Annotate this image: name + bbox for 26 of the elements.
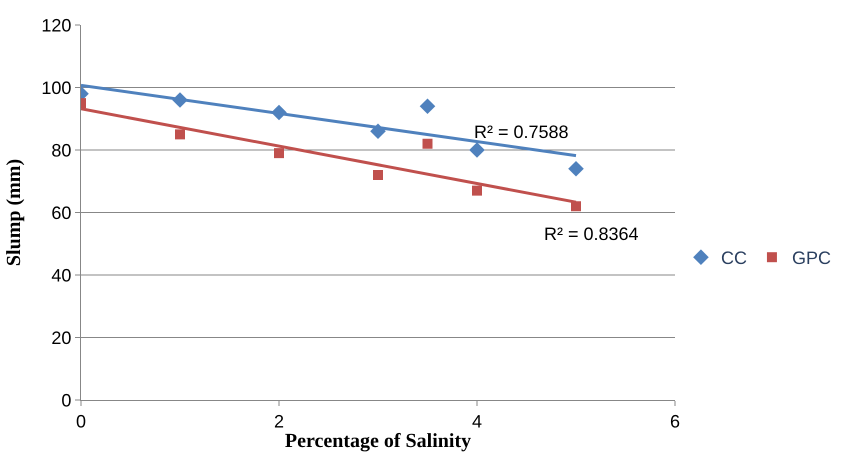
point <box>571 201 581 212</box>
y-tick-label: 120 <box>41 15 72 36</box>
legend-label: GPC <box>792 248 831 268</box>
point <box>469 142 485 158</box>
point <box>420 98 436 114</box>
point <box>422 138 432 149</box>
legend-label: CC <box>720 248 747 268</box>
y-tick-label: 20 <box>51 328 72 348</box>
point <box>472 186 482 196</box>
x-tick-label: 0 <box>76 412 86 432</box>
x-axis-title: Percentage of Salinity <box>284 430 472 452</box>
y-tick-label: 80 <box>51 140 72 160</box>
point <box>373 170 383 180</box>
point <box>568 160 584 177</box>
point <box>274 148 284 158</box>
point <box>175 129 185 140</box>
y-axis-title: Slump (mm) <box>2 158 25 266</box>
x-tick-label: 6 <box>670 412 680 432</box>
annotation: R² = 0.8364 <box>544 224 639 244</box>
annotation: R² = 0.7588 <box>474 122 569 142</box>
y-tick-label: 100 <box>41 78 72 98</box>
x-tick-label: 4 <box>472 412 482 432</box>
y-tick-label: 60 <box>51 202 72 223</box>
y-tick-label: 0 <box>61 390 72 410</box>
x-tick-label: 2 <box>274 412 284 432</box>
y-tick-label: 40 <box>51 265 72 286</box>
